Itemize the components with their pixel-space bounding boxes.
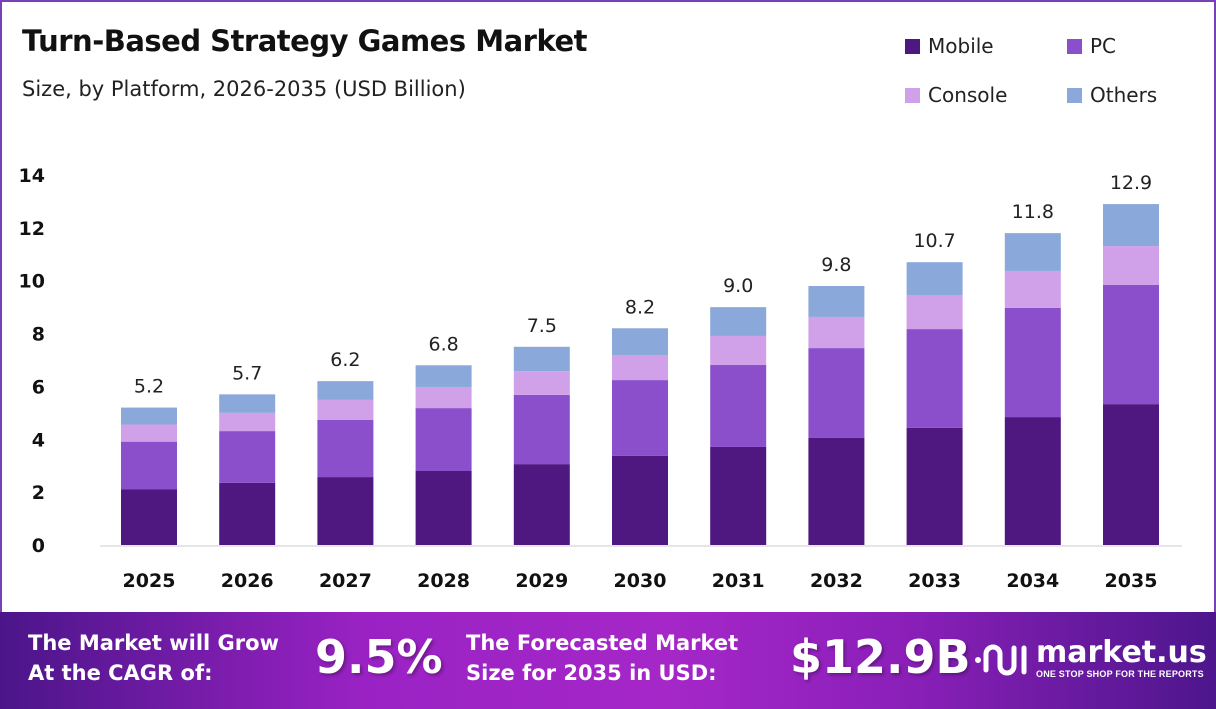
x-tick-label: 2031 bbox=[712, 570, 765, 592]
legend-item-mobile: Mobile bbox=[905, 34, 994, 58]
total-label: 7.5 bbox=[527, 315, 557, 337]
total-label: 10.7 bbox=[913, 230, 955, 252]
bar-segment-mobile bbox=[1004, 417, 1061, 545]
legend-label: PC bbox=[1090, 34, 1117, 58]
legend-label: Others bbox=[1090, 83, 1158, 107]
bar-segment-console bbox=[808, 316, 865, 349]
legend-item-others: Others bbox=[1067, 83, 1157, 107]
logo-name: market.us bbox=[1036, 634, 1207, 670]
bar-segment-console bbox=[612, 354, 668, 381]
bar-segment-pc bbox=[1004, 307, 1061, 418]
total-label: 5.7 bbox=[232, 362, 262, 384]
bar-segment-pc bbox=[121, 441, 177, 490]
x-tick-label: 2033 bbox=[908, 570, 961, 592]
bar-segment-others bbox=[906, 262, 963, 295]
bar-segment-others bbox=[1004, 233, 1061, 271]
bar-segment-others bbox=[317, 381, 374, 400]
bar-segment-mobile bbox=[317, 477, 374, 545]
bar-segment-others bbox=[710, 307, 767, 336]
y-tick-label: 10 bbox=[19, 271, 45, 293]
bar-segment-mobile bbox=[121, 489, 177, 545]
legend-item-console: Console bbox=[905, 83, 1007, 107]
logo-icon bbox=[975, 644, 1027, 676]
logo-tagline: ONE STOP SHOP FOR THE REPORTS bbox=[1036, 668, 1204, 679]
legend-swatch bbox=[1067, 38, 1082, 54]
x-tick-label: 2029 bbox=[515, 570, 568, 592]
forecast-label: The Forecasted Market Size for 2035 in US… bbox=[466, 631, 739, 685]
bar-segment-mobile bbox=[219, 482, 276, 545]
bar-segment-pc bbox=[415, 408, 472, 471]
bar-segment-others bbox=[121, 407, 177, 425]
total-label: 6.8 bbox=[428, 333, 458, 355]
bar-segment-console bbox=[1004, 270, 1061, 308]
total-label: 11.8 bbox=[1012, 201, 1054, 223]
bar-segment-console bbox=[1103, 246, 1159, 285]
bar-segment-console bbox=[906, 294, 963, 330]
bar-segment-mobile bbox=[415, 471, 472, 545]
bar-segment-pc bbox=[219, 431, 276, 483]
y-tick-label: 12 bbox=[19, 218, 45, 240]
x-tick-label: 2030 bbox=[614, 570, 667, 592]
cagr-label: The Market will Grow At the CAGR of: bbox=[28, 631, 279, 685]
total-label: 6.2 bbox=[330, 349, 360, 371]
bar-segment-console bbox=[710, 335, 767, 366]
legend-label: Console bbox=[928, 83, 1008, 107]
bar-segment-others bbox=[219, 394, 276, 413]
total-label: 12.9 bbox=[1110, 172, 1152, 194]
bar-segment-others bbox=[612, 328, 668, 355]
forecast-value: $12.9B bbox=[790, 630, 971, 684]
bar-segment-others bbox=[1103, 204, 1159, 247]
bar-segment-others bbox=[415, 365, 472, 387]
y-tick-label: 6 bbox=[32, 376, 45, 398]
bar-segment-pc bbox=[612, 380, 668, 456]
bar-segment-mobile bbox=[808, 437, 865, 545]
y-tick-label: 0 bbox=[32, 535, 45, 557]
chart-title: Turn-Based Strategy Games Market bbox=[22, 24, 587, 58]
bar-segment-others bbox=[513, 346, 570, 372]
bar-segment-mobile bbox=[513, 464, 570, 545]
legend-swatch bbox=[905, 38, 920, 54]
bar-segment-others bbox=[808, 286, 865, 317]
x-tick-label: 2025 bbox=[123, 570, 176, 592]
x-tick-label: 2032 bbox=[810, 570, 863, 592]
bar-segment-mobile bbox=[906, 427, 963, 545]
bar-segment-mobile bbox=[710, 446, 767, 545]
x-tick-label: 2027 bbox=[319, 570, 372, 592]
y-tick-label: 2 bbox=[32, 482, 45, 504]
bar-segment-mobile bbox=[612, 455, 668, 545]
bar-segment-console bbox=[415, 386, 472, 409]
x-tick-label: 2026 bbox=[221, 570, 274, 592]
legend-swatch bbox=[1067, 87, 1082, 103]
chart-subtitle: Size, by Platform, 2026-2035 (USD Billio… bbox=[22, 77, 466, 101]
logo: market.us ONE STOP SHOP FOR THE REPORTS bbox=[972, 636, 1207, 680]
bar-segment-console bbox=[513, 371, 570, 395]
bar-segment-console bbox=[219, 412, 276, 432]
bar-segment-pc bbox=[513, 394, 570, 465]
y-tick-label: 8 bbox=[32, 324, 45, 346]
x-tick-label: 2034 bbox=[1006, 570, 1059, 592]
bar-segment-pc bbox=[317, 419, 374, 478]
bar-segment-pc bbox=[710, 365, 767, 447]
x-tick-label: 2035 bbox=[1105, 570, 1158, 592]
y-tick-label: 14 bbox=[19, 165, 45, 187]
x-tick-label: 2028 bbox=[417, 570, 470, 592]
total-label: 9.8 bbox=[821, 254, 851, 276]
total-label: 8.2 bbox=[625, 296, 655, 318]
chart-plot: 0 2 4 6 8 10 12 14 5.2 2025 5.7 2026 6.2 2027 6.8 2028 7… bbox=[19, 165, 1182, 592]
total-label: 9.0 bbox=[723, 275, 753, 297]
total-label: 5.2 bbox=[134, 376, 164, 398]
y-tick-label: 4 bbox=[32, 429, 45, 451]
legend-swatch bbox=[905, 87, 920, 103]
legend-label: Mobile bbox=[928, 34, 994, 58]
bar-segment-pc bbox=[808, 348, 865, 438]
summary-banner: The Market will Grow At the CAGR of: 9.5%… bbox=[0, 612, 1216, 709]
bar-segment-console bbox=[121, 424, 177, 442]
legend-item-pc: PC bbox=[1067, 34, 1116, 58]
bar-segment-pc bbox=[1103, 284, 1159, 405]
bar-segment-console bbox=[317, 399, 374, 420]
cagr-value: 9.5% bbox=[315, 630, 443, 684]
chart-frame bbox=[0, 0, 1216, 614]
bar-segment-mobile bbox=[1103, 404, 1159, 545]
bar-segment-pc bbox=[906, 329, 963, 428]
